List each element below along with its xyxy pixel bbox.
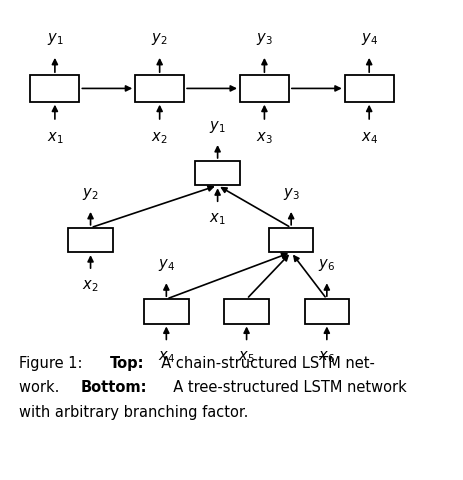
Bar (344, 75, 394, 102)
Text: $x_2$: $x_2$ (151, 130, 168, 145)
Text: $y_3$: $y_3$ (283, 186, 300, 202)
Bar (68, 228, 113, 252)
Text: $y_2$: $y_2$ (151, 31, 168, 47)
Bar (269, 228, 313, 252)
Text: $y_4$: $y_4$ (361, 31, 378, 47)
Text: $x_1$: $x_1$ (209, 211, 226, 227)
Text: $y_6$: $y_6$ (319, 257, 335, 273)
Text: $y_1$: $y_1$ (209, 119, 226, 135)
Bar (31, 75, 80, 102)
Bar (305, 299, 349, 324)
Text: $y_4$: $y_4$ (158, 257, 175, 273)
Bar (240, 75, 289, 102)
Text: $y_3$: $y_3$ (256, 31, 273, 47)
Bar (195, 161, 240, 185)
Text: A chain-structured LSTM net-: A chain-structured LSTM net- (152, 356, 375, 371)
Text: A tree-structured LSTM network: A tree-structured LSTM network (163, 381, 406, 396)
Text: $x_1$: $x_1$ (47, 130, 63, 145)
Text: Top:: Top: (110, 356, 144, 371)
Text: $x_3$: $x_3$ (256, 130, 273, 145)
Text: $x_4$: $x_4$ (361, 130, 378, 145)
Text: $y_1$: $y_1$ (47, 31, 63, 47)
Text: $x_2$: $x_2$ (82, 278, 99, 294)
Bar (144, 299, 188, 324)
Text: $y_2$: $y_2$ (82, 186, 99, 202)
Text: Figure 1:: Figure 1: (19, 356, 92, 371)
Text: Bottom:: Bottom: (81, 381, 147, 396)
Bar (135, 75, 184, 102)
Text: work.: work. (19, 381, 69, 396)
Bar (224, 299, 269, 324)
Text: with arbitrary branching factor.: with arbitrary branching factor. (19, 405, 249, 420)
Text: $x_4$: $x_4$ (158, 349, 175, 365)
Text: $x_5$: $x_5$ (238, 349, 255, 365)
Text: $x_6$: $x_6$ (319, 349, 335, 365)
